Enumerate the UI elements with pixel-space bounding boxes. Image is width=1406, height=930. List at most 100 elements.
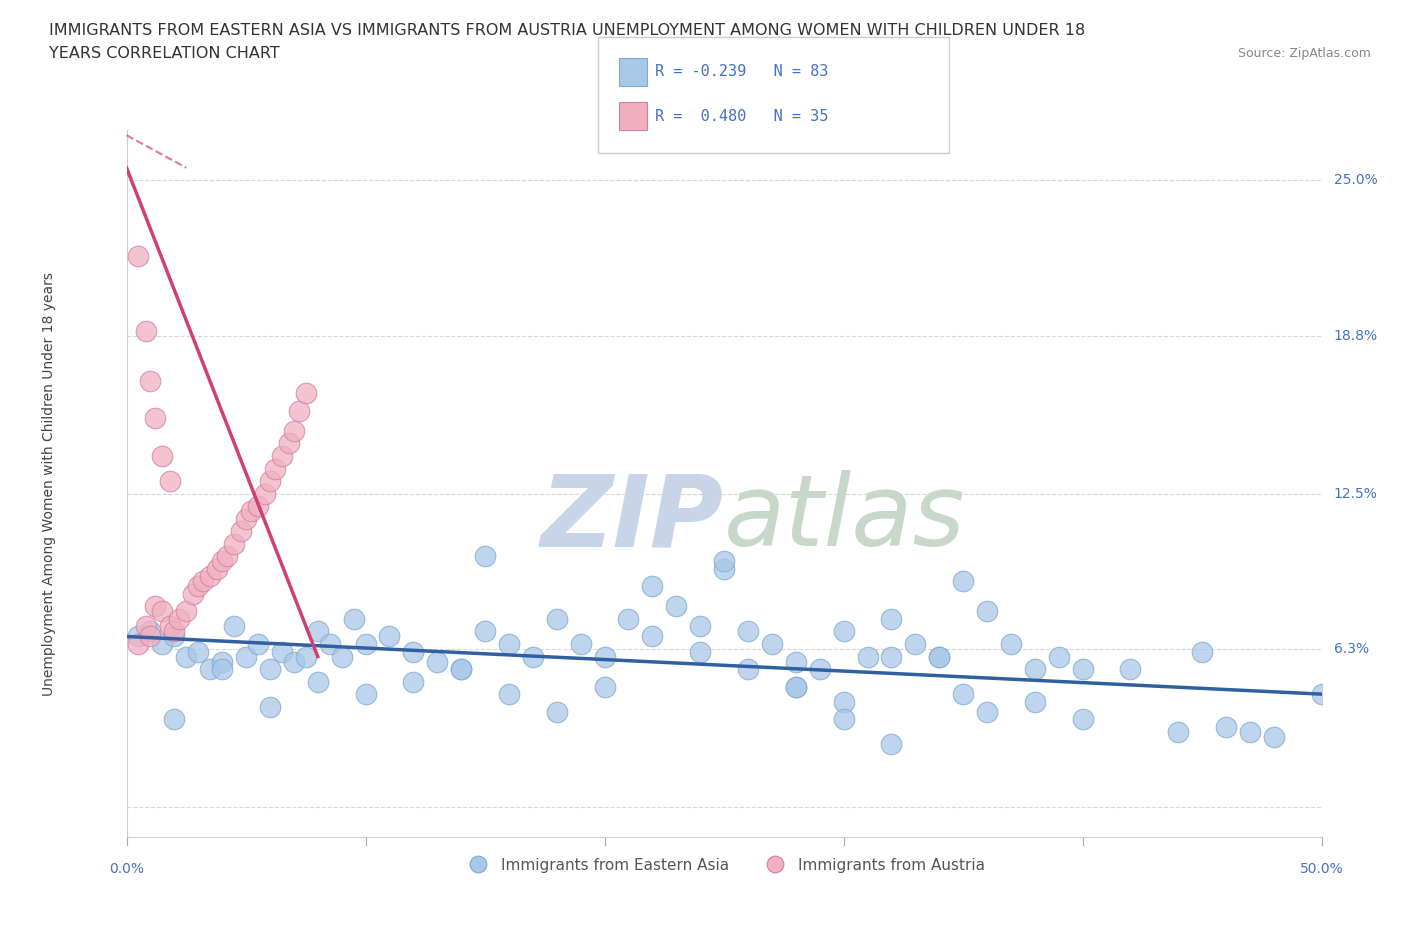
Text: 0.0%: 0.0% [110, 862, 143, 876]
Point [270, 448, 294, 463]
Point [1191, 644, 1213, 659]
Point [200, 569, 222, 584]
Point [641, 578, 664, 593]
Point [1119, 661, 1142, 676]
Point [174, 649, 197, 664]
Point [1071, 661, 1094, 676]
Point [378, 629, 401, 644]
Point [856, 649, 879, 664]
Point [294, 386, 316, 401]
Point [785, 679, 807, 694]
Point [1310, 686, 1333, 701]
Point [235, 512, 257, 526]
Point [1024, 661, 1046, 676]
Point [135, 619, 157, 634]
Point [498, 636, 520, 651]
Point [263, 461, 285, 476]
Point [689, 619, 711, 634]
Point [593, 679, 616, 694]
Point [187, 578, 209, 593]
Point [143, 599, 166, 614]
Text: R = -0.239   N = 83: R = -0.239 N = 83 [655, 64, 828, 79]
Text: R =  0.480   N = 35: R = 0.480 N = 35 [655, 109, 828, 124]
Point [150, 604, 174, 618]
Point [880, 649, 903, 664]
Point [259, 699, 281, 714]
Point [211, 554, 233, 569]
Point [426, 654, 449, 669]
Point [952, 686, 974, 701]
Point [343, 612, 366, 627]
Point [1000, 636, 1022, 651]
Point [183, 587, 205, 602]
Text: atlas: atlas [724, 471, 966, 567]
Point [354, 636, 377, 651]
Point [235, 649, 257, 664]
Point [641, 629, 664, 644]
Point [1263, 729, 1285, 744]
Text: 12.5%: 12.5% [1333, 486, 1378, 500]
Point [231, 524, 253, 538]
Point [247, 636, 270, 651]
Point [354, 686, 377, 701]
Point [928, 649, 950, 664]
Point [450, 661, 472, 676]
Point [450, 661, 472, 676]
Point [785, 654, 807, 669]
Point [832, 624, 855, 639]
Point [952, 574, 974, 589]
Point [1239, 724, 1261, 739]
Point [159, 619, 181, 634]
Point [1071, 711, 1094, 726]
Point [294, 649, 316, 664]
Point [143, 411, 166, 426]
Point [1047, 649, 1070, 664]
Text: 18.8%: 18.8% [1333, 328, 1378, 343]
Point [904, 636, 927, 651]
Text: ZIP: ZIP [541, 471, 724, 567]
Point [617, 612, 640, 627]
Point [247, 498, 270, 513]
Point [976, 604, 998, 618]
Point [689, 644, 711, 659]
Point [1024, 694, 1046, 709]
Point [150, 636, 174, 651]
Text: 25.0%: 25.0% [1333, 173, 1378, 187]
Point [254, 486, 277, 501]
Point [976, 704, 998, 719]
Text: Source: ZipAtlas.com: Source: ZipAtlas.com [1237, 46, 1371, 60]
Point [287, 404, 309, 418]
Point [785, 679, 807, 694]
Point [278, 436, 301, 451]
Point [474, 549, 496, 564]
Point [832, 694, 855, 709]
Point [832, 711, 855, 726]
Point [270, 644, 294, 659]
Point [307, 674, 329, 689]
Point [191, 574, 214, 589]
Point [259, 661, 281, 676]
Point [283, 423, 305, 438]
Point [665, 599, 688, 614]
Text: Unemployment Among Women with Children Under 18 years: Unemployment Among Women with Children U… [42, 272, 56, 696]
Point [200, 661, 222, 676]
Point [163, 711, 186, 726]
Point [593, 649, 616, 664]
Point [498, 686, 520, 701]
Legend: Immigrants from Eastern Asia, Immigrants from Austria: Immigrants from Eastern Asia, Immigrants… [457, 852, 991, 879]
Point [259, 473, 281, 488]
Point [808, 661, 831, 676]
Point [174, 604, 197, 618]
Point [880, 612, 903, 627]
Point [211, 661, 233, 676]
Point [211, 654, 233, 669]
Text: YEARS CORRELATION CHART: YEARS CORRELATION CHART [49, 46, 280, 61]
Point [402, 674, 425, 689]
Point [713, 554, 735, 569]
Point [761, 636, 783, 651]
Point [239, 504, 262, 519]
Point [127, 248, 149, 263]
Point [150, 448, 174, 463]
Point [139, 624, 162, 639]
Point [222, 537, 246, 551]
